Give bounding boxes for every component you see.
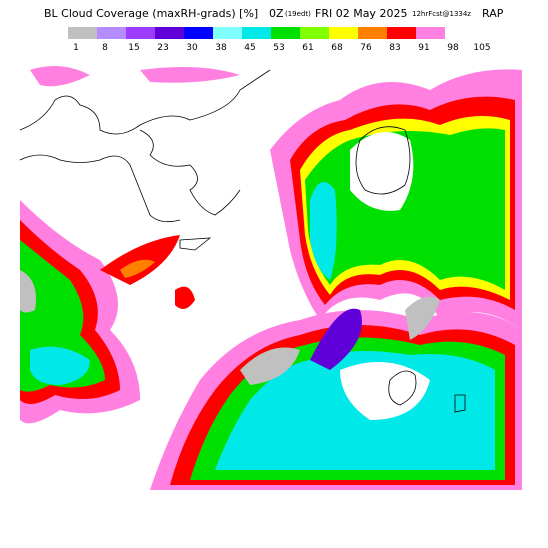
cloud-region [310,182,337,280]
legend-label: 83 [389,43,400,53]
legend-swatch [68,27,97,39]
clear-region [340,362,430,420]
legend-label: 1 [73,43,79,53]
legend-swatch [329,27,358,39]
title: BL Cloud Coverage (maxRH-grads) [%] [44,7,258,20]
legend-label: 61 [302,43,313,53]
cloud-region [405,296,440,340]
date: FRI 02 May 2025 [315,7,407,20]
legend-label: 8 [102,43,108,53]
legend-label: 68 [331,43,343,53]
legend-label: 45 [244,43,255,53]
legend-swatch [300,27,329,39]
legend-swatch [387,27,416,39]
cloud-region [240,347,300,385]
model: RAP [482,7,504,20]
legend-swatch [271,27,300,39]
legend-label: 91 [418,43,429,53]
time: 0Z [269,7,284,20]
legend: 1 8 15 23 30 38 45 53 61 68 76 83 91 98 105 [68,27,491,53]
cloud-region [120,259,155,278]
cloud-region [100,235,180,285]
legend-label: 76 [360,43,372,53]
legend-swatch [184,27,213,39]
legend-swatch [97,27,126,39]
cloud-region [175,286,195,309]
legend-swatch [155,27,184,39]
cloud-region [30,66,90,87]
legend-label: 38 [215,43,227,53]
boundaries [19,69,466,413]
local-time: (19edt) [285,10,311,18]
cloud-region [310,308,362,370]
legend-swatch [213,27,242,39]
legend-swatch [416,27,445,39]
legend-label: 23 [157,43,168,53]
forecast: 12hrFcst@1334z [412,10,471,18]
legend-label: 105 [473,43,490,53]
legend-label: 53 [273,43,284,53]
legend-swatch [358,27,387,39]
legend-label: 15 [128,43,139,53]
cloud-region [140,66,240,83]
map-field [19,62,522,490]
legend-swatch [126,27,155,39]
title-line: BL Cloud Coverage (maxRH-grads) [%] 0Z (… [44,7,504,20]
legend-label: 98 [447,43,459,53]
cloud-region [20,270,36,313]
cloud-region [30,346,90,385]
legend-swatch [242,27,271,39]
clear-region [350,132,414,211]
legend-label: 30 [186,43,198,53]
